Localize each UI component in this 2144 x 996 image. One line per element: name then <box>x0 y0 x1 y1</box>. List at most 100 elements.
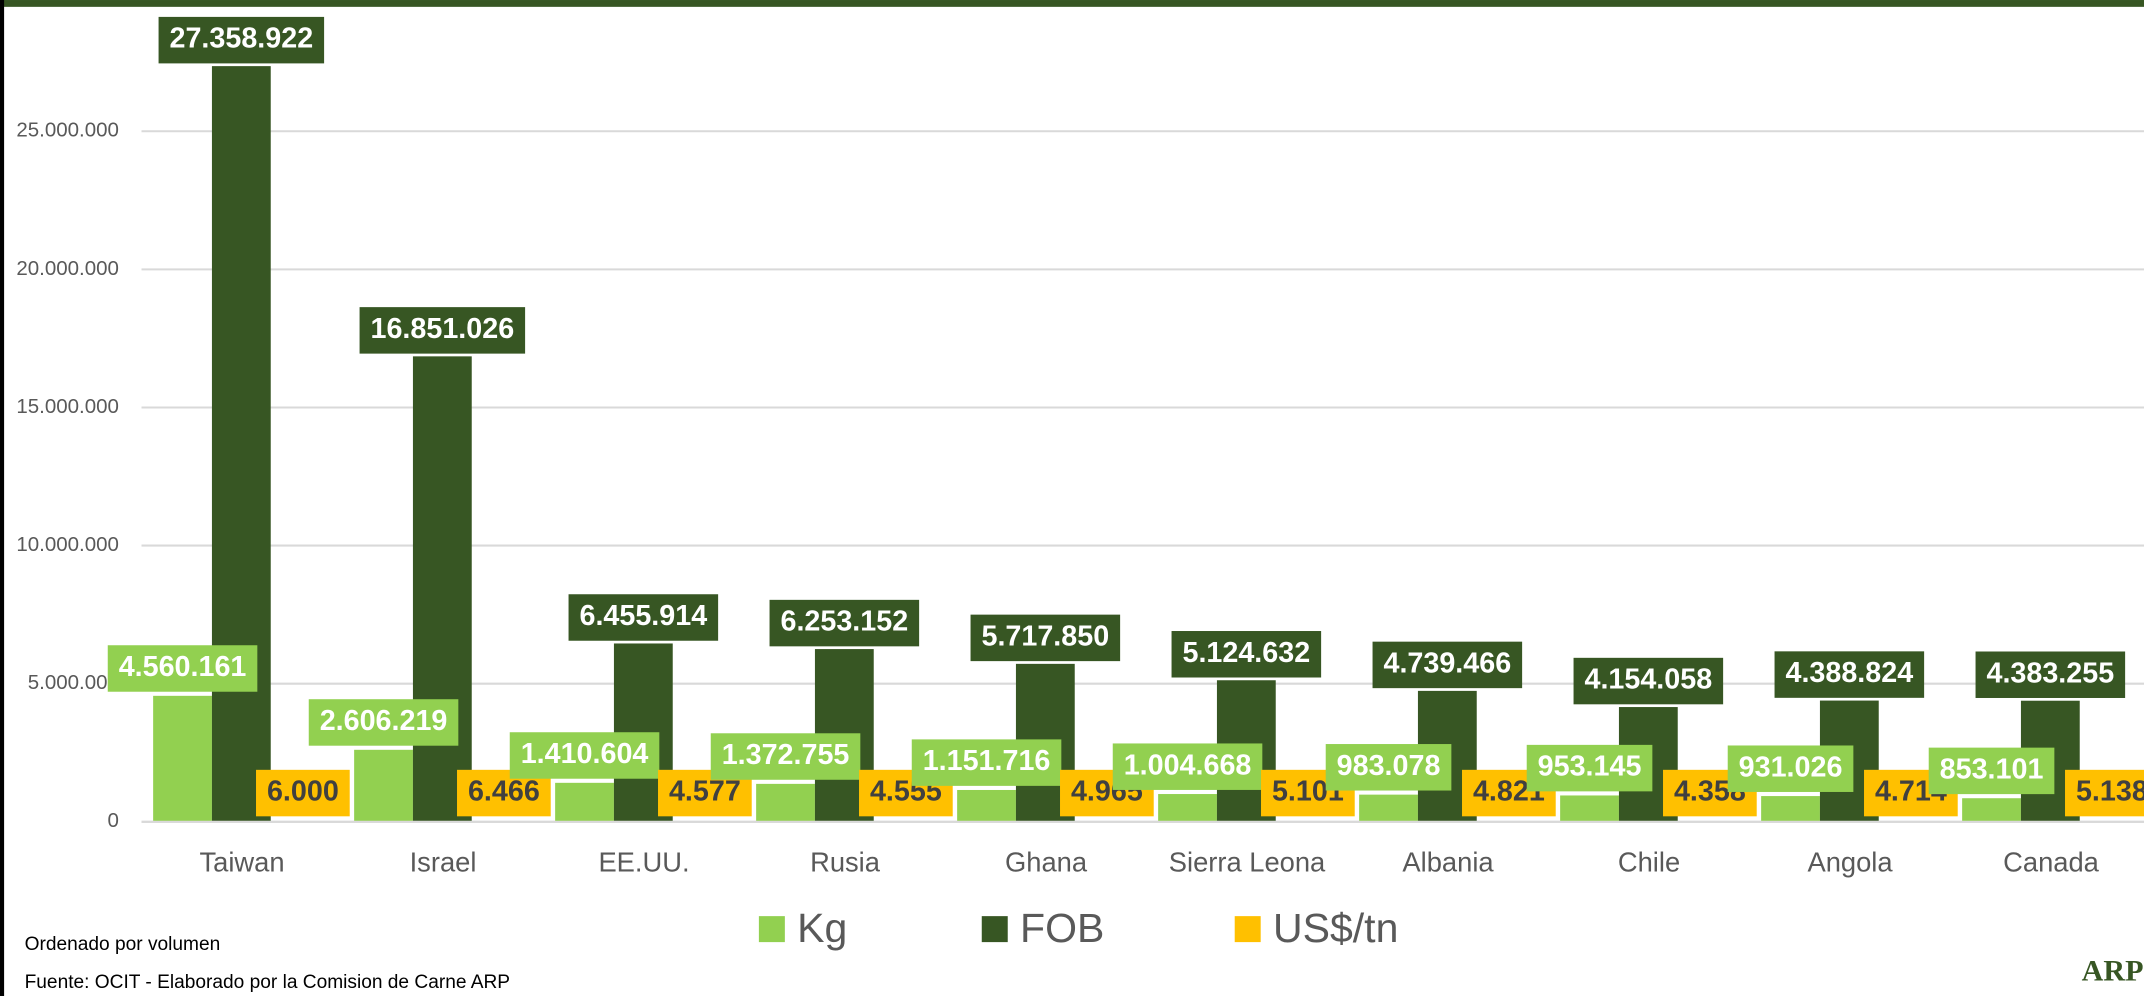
data-label-box <box>1325 744 1452 791</box>
bar <box>957 789 1016 822</box>
bar <box>1962 798 2021 822</box>
bar <box>1359 794 1418 822</box>
x-tick-label: Sierra Leona <box>1169 846 1326 877</box>
y-tick-label: 15.000.000 <box>16 395 119 418</box>
data-label: 2.606.219 <box>308 699 459 746</box>
y-tick-label: 10.000.000 <box>16 533 119 556</box>
x-tick-label: Rusia <box>810 846 881 877</box>
data-label: 953.145 <box>1526 744 1653 792</box>
left-border <box>0 0 5 996</box>
data-label-text: 1.372.755 <box>722 739 850 771</box>
data-label-text: 4.577 <box>669 776 741 808</box>
data-label-box <box>509 732 660 779</box>
data-label-text: 1.410.604 <box>521 738 649 770</box>
legend-swatch <box>758 916 785 943</box>
data-label-box <box>158 16 325 64</box>
data-label: 27.358.922 <box>158 16 325 64</box>
x-tick-label: Albania <box>1402 846 1494 877</box>
data-label-box <box>911 739 1062 786</box>
data-label: 5.138 <box>2065 769 2144 817</box>
data-label-text: 4.388.824 <box>1785 657 1913 689</box>
bar <box>354 749 413 822</box>
legend-swatch <box>981 916 1008 943</box>
legend-label: FOB <box>1020 905 1104 951</box>
data-label-text: 853.101 <box>1940 753 2044 785</box>
data-label-box <box>1526 744 1653 792</box>
data-label-text: 5.138 <box>2076 776 2144 808</box>
data-label: 4.154.058 <box>1573 657 1724 705</box>
top-border <box>0 0 2144 7</box>
data-label-text: 6.000 <box>267 776 339 808</box>
data-label-box <box>1112 743 1263 790</box>
data-label-text: 6.253.152 <box>780 606 908 638</box>
data-label-box <box>1928 747 2055 795</box>
data-label-text: 2.606.219 <box>320 705 448 737</box>
data-label: 16.851.026 <box>359 307 526 354</box>
data-label-text: 6.455.914 <box>579 600 707 632</box>
data-label-text: 5.717.850 <box>981 620 1109 652</box>
note: Ordenado por volumen <box>25 934 221 955</box>
data-label-box <box>769 599 920 647</box>
data-label-box <box>1573 657 1724 705</box>
bar <box>153 695 212 822</box>
data-label-box <box>970 614 1121 662</box>
bar <box>1158 794 1217 822</box>
data-label: 4.383.255 <box>1975 651 2126 698</box>
data-label: 4.555 <box>859 769 953 817</box>
y-tick-label: 5.000.000 <box>28 671 119 694</box>
data-label-text: 4.154.058 <box>1584 664 1712 696</box>
data-label-box <box>1372 641 1523 689</box>
data-label-text: 4.383.255 <box>1986 657 2114 689</box>
data-label-text: 1.004.668 <box>1124 749 1252 781</box>
legend-label: Kg <box>797 905 847 951</box>
data-label-text: 6.466 <box>468 776 540 808</box>
note: Fuente: OCIT - Elaborado por la Comision… <box>25 972 510 993</box>
y-tick-label: 25.000.000 <box>16 119 119 142</box>
data-label-text: 4.739.466 <box>1383 647 1511 679</box>
data-label-text: 16.851.026 <box>371 313 515 345</box>
x-tick-label: Ghana <box>1005 846 1088 877</box>
data-label-text: 1.151.716 <box>923 745 1051 777</box>
data-label-text: 5.124.632 <box>1182 637 1310 669</box>
x-tick-label: Chile <box>1618 846 1680 877</box>
data-label-box <box>710 733 861 780</box>
data-label-box <box>1975 651 2126 698</box>
data-label-text: 983.078 <box>1337 750 1441 782</box>
data-label-box <box>256 769 350 817</box>
data-label: 4.965 <box>1060 769 1154 817</box>
data-label: 1.151.716 <box>911 739 1062 786</box>
x-tick-label: Angola <box>1807 846 1893 877</box>
legend-swatch <box>1234 916 1261 943</box>
data-label: 4.739.466 <box>1372 641 1523 689</box>
data-label: 1.372.755 <box>710 733 861 780</box>
data-label: 4.388.824 <box>1774 651 1925 698</box>
data-label-box <box>1774 651 1925 698</box>
bar <box>1761 796 1820 822</box>
data-label-box <box>107 645 258 692</box>
bar <box>756 783 815 822</box>
data-label-box <box>568 594 719 641</box>
data-label: 5.717.850 <box>970 614 1121 662</box>
data-label-text: 931.026 <box>1739 751 1843 783</box>
logo: ARP <box>2082 953 2144 987</box>
bar <box>555 782 614 822</box>
data-label-box <box>2065 769 2144 817</box>
data-label: 931.026 <box>1727 745 1854 792</box>
data-label: 1.004.668 <box>1112 743 1263 790</box>
data-label-box <box>1727 745 1854 792</box>
data-label: 5.124.632 <box>1171 631 1322 678</box>
data-label-box <box>359 307 526 354</box>
data-label: 853.101 <box>1928 747 2055 795</box>
data-label: 1.410.604 <box>509 732 660 779</box>
bar <box>211 66 271 822</box>
x-tick-label: Canada <box>2003 846 2100 877</box>
data-label-box <box>308 699 459 746</box>
data-label: 6.253.152 <box>769 599 920 647</box>
data-label: 6.455.914 <box>568 594 719 641</box>
legend-label: US$/tn <box>1273 905 1398 951</box>
data-label-text: 4.560.161 <box>119 651 247 683</box>
bar <box>1560 795 1619 822</box>
data-label-text: 953.145 <box>1538 751 1642 783</box>
x-tick-label: Israel <box>410 846 477 877</box>
